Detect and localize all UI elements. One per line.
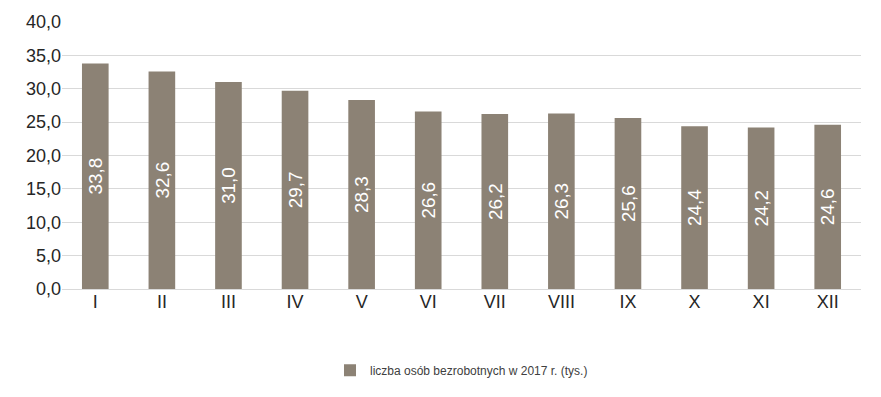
svg-text:II: II (157, 292, 167, 312)
svg-text:31,0: 31,0 (218, 167, 239, 204)
svg-text:28,3: 28,3 (351, 176, 372, 213)
svg-text:VII: VII (484, 292, 506, 312)
svg-text:29,7: 29,7 (285, 172, 306, 209)
svg-text:26,3: 26,3 (551, 183, 572, 220)
svg-text:X: X (689, 292, 701, 312)
svg-text:32,6: 32,6 (152, 162, 173, 199)
svg-text:VIII: VIII (548, 292, 575, 312)
svg-text:I: I (93, 292, 98, 312)
svg-text:VI: VI (420, 292, 437, 312)
svg-text:30,0: 30,0 (26, 79, 61, 99)
svg-text:IV: IV (287, 292, 304, 312)
svg-text:26,6: 26,6 (418, 182, 439, 219)
svg-text:35,0: 35,0 (26, 46, 61, 66)
svg-text:V: V (356, 292, 368, 312)
svg-text:25,0: 25,0 (26, 112, 61, 132)
svg-text:0,0: 0,0 (36, 279, 61, 299)
svg-text:XII: XII (817, 292, 839, 312)
svg-text:40,0: 40,0 (26, 12, 61, 32)
svg-text:20,0: 20,0 (26, 146, 61, 166)
svg-text:33,8: 33,8 (85, 158, 106, 195)
svg-text:25,6: 25,6 (618, 185, 639, 222)
svg-text:10,0: 10,0 (26, 213, 61, 233)
svg-text:24,6: 24,6 (817, 189, 838, 226)
svg-text:24,4: 24,4 (684, 189, 705, 226)
svg-text:liczba osób bezrobotnych w 201: liczba osób bezrobotnych w 2017 r. (tys.… (370, 364, 587, 378)
svg-text:26,2: 26,2 (485, 183, 506, 220)
svg-text:IX: IX (619, 292, 636, 312)
svg-text:5,0: 5,0 (36, 246, 61, 266)
svg-text:XI: XI (753, 292, 770, 312)
svg-text:III: III (221, 292, 236, 312)
svg-text:15,0: 15,0 (26, 179, 61, 199)
svg-text:24,2: 24,2 (751, 190, 772, 227)
